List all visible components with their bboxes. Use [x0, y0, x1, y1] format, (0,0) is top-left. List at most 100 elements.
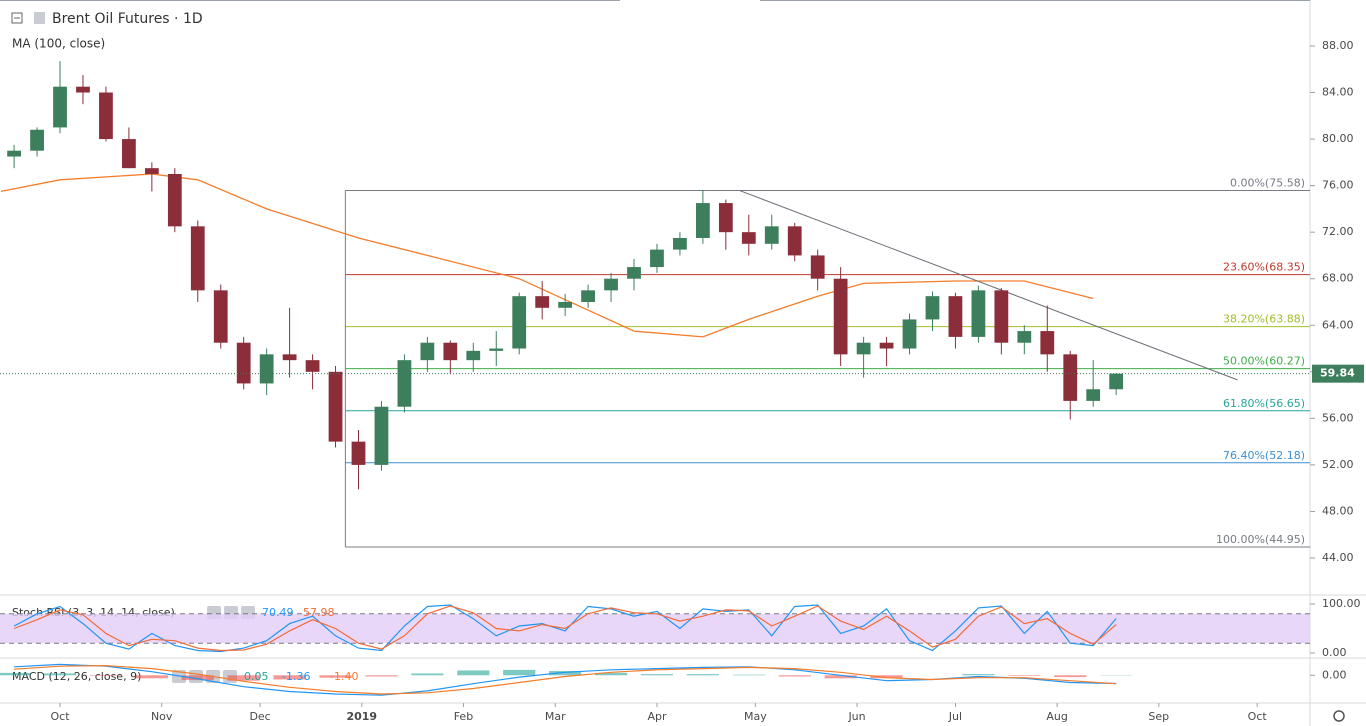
candle-body — [512, 296, 527, 349]
candle-body — [351, 441, 366, 465]
candle-body — [167, 173, 182, 227]
candle-body — [695, 203, 710, 238]
ma-legend: MA (100, close) — [12, 37, 105, 51]
candle-body — [328, 371, 343, 442]
candle-body — [443, 342, 458, 361]
stoch-band — [0, 613, 1310, 644]
x-tick-label: Jul — [948, 710, 962, 723]
candle-body — [1063, 354, 1078, 401]
candle-body — [30, 129, 44, 151]
candle-body — [190, 226, 205, 291]
candle-body — [535, 296, 550, 308]
legend-value: 57.98 — [303, 606, 335, 619]
y-tick-label: 48.00 — [1322, 504, 1354, 517]
candle-body — [282, 354, 297, 361]
candle-body — [99, 92, 113, 140]
candle-body — [902, 319, 917, 349]
macd-legend: MACD (12, 26, close, 9) — [12, 670, 141, 683]
candle-body — [1017, 331, 1032, 343]
candle-body — [489, 348, 504, 351]
candle-body — [925, 296, 940, 320]
x-tick-label: Oct — [1248, 710, 1268, 723]
last-price-box — [1312, 364, 1364, 383]
y-tick-label: 72.00 — [1322, 225, 1354, 238]
candle-body — [144, 168, 159, 174]
candle-body — [305, 360, 320, 372]
candle-body — [1109, 373, 1124, 390]
histogram-bar — [824, 675, 857, 679]
candle-body — [948, 296, 963, 337]
stoch-line — [13, 605, 1117, 652]
histogram-bar — [686, 674, 719, 676]
candle-body — [236, 342, 251, 384]
candle-body — [76, 86, 90, 93]
collapse-button[interactable] — [11, 12, 23, 24]
histogram-bar — [1054, 675, 1087, 678]
plot-area: 0.00%(75.58) 23.60%(68.35) 38.20%(63.88) 50… — [0, 61, 1310, 548]
histogram-bar — [1008, 675, 1041, 676]
histogram-bar — [319, 675, 352, 678]
histogram-bar — [365, 675, 398, 677]
candle-body — [650, 249, 664, 268]
candle-body — [122, 139, 136, 169]
candle-body — [787, 226, 802, 256]
trendline — [738, 189, 1238, 381]
candle-body — [971, 290, 986, 337]
legend-value: -1.40 — [330, 670, 358, 683]
y-tick-label: 68.00 — [1322, 272, 1354, 285]
last-price-label: 59.84 — [1320, 367, 1355, 380]
y-tick-label: 0.00 — [1322, 646, 1347, 659]
histogram-bar — [503, 669, 536, 676]
x-tick-label: Oct — [51, 710, 71, 723]
histogram-bar — [89, 675, 123, 676]
candle-body — [856, 342, 871, 355]
candle-body — [1086, 389, 1101, 401]
fib-label: 100.00%(44.95) — [1216, 533, 1305, 546]
candle-body — [558, 301, 573, 308]
x-tick-label: Jun — [847, 710, 865, 723]
y-tick-label: 80.00 — [1322, 132, 1354, 145]
x-tick-label: Aug — [1046, 710, 1067, 723]
candle-body — [810, 255, 825, 279]
candle-body — [718, 203, 733, 233]
candle-body — [994, 290, 1009, 343]
x-tick-label: May — [744, 710, 767, 723]
histogram-bar — [181, 675, 214, 681]
y-tick-label: 88.00 — [1322, 39, 1354, 52]
candle-body — [53, 86, 67, 128]
fib-label: 61.80%(56.65) — [1223, 397, 1305, 410]
candle-body — [673, 237, 687, 250]
y-tick-label: 100.00 — [1322, 597, 1361, 610]
legend-value: 0.05 — [244, 670, 269, 683]
histogram-bar — [273, 675, 306, 680]
settings-gear[interactable] — [1333, 710, 1345, 722]
candle-body — [833, 278, 848, 355]
candle-body — [879, 342, 894, 349]
candle-body — [1040, 331, 1055, 355]
histogram-bar — [457, 670, 490, 676]
histogram-bar — [962, 674, 995, 676]
y-tick-label: 56.00 — [1322, 411, 1354, 424]
histogram-bar — [732, 674, 765, 676]
chart-title: Brent Oil Futures · 1D — [52, 11, 203, 27]
candle-body — [259, 354, 274, 384]
candle-body — [764, 226, 779, 244]
fib-label: 38.20%(63.88) — [1223, 313, 1305, 326]
candle-body — [213, 290, 228, 343]
histogram-bar — [135, 675, 168, 679]
fib-label: 50.00%(60.27) — [1223, 355, 1305, 368]
y-tick-label: 52.00 — [1322, 458, 1354, 471]
x-tick-label: Feb — [454, 710, 473, 723]
fib-label: 23.60%(68.35) — [1223, 261, 1305, 274]
candle-body — [627, 267, 641, 279]
histogram-bar — [411, 673, 444, 676]
x-tick-label: Mar — [545, 710, 566, 723]
fib-label: 0.00%(75.58) — [1230, 176, 1305, 189]
legend-value: -1.36 — [282, 670, 310, 683]
legend-value: 70.49 — [262, 606, 294, 619]
y-tick-label: 64.00 — [1322, 318, 1354, 331]
candle-body — [397, 360, 412, 407]
histogram-bar — [640, 674, 674, 676]
